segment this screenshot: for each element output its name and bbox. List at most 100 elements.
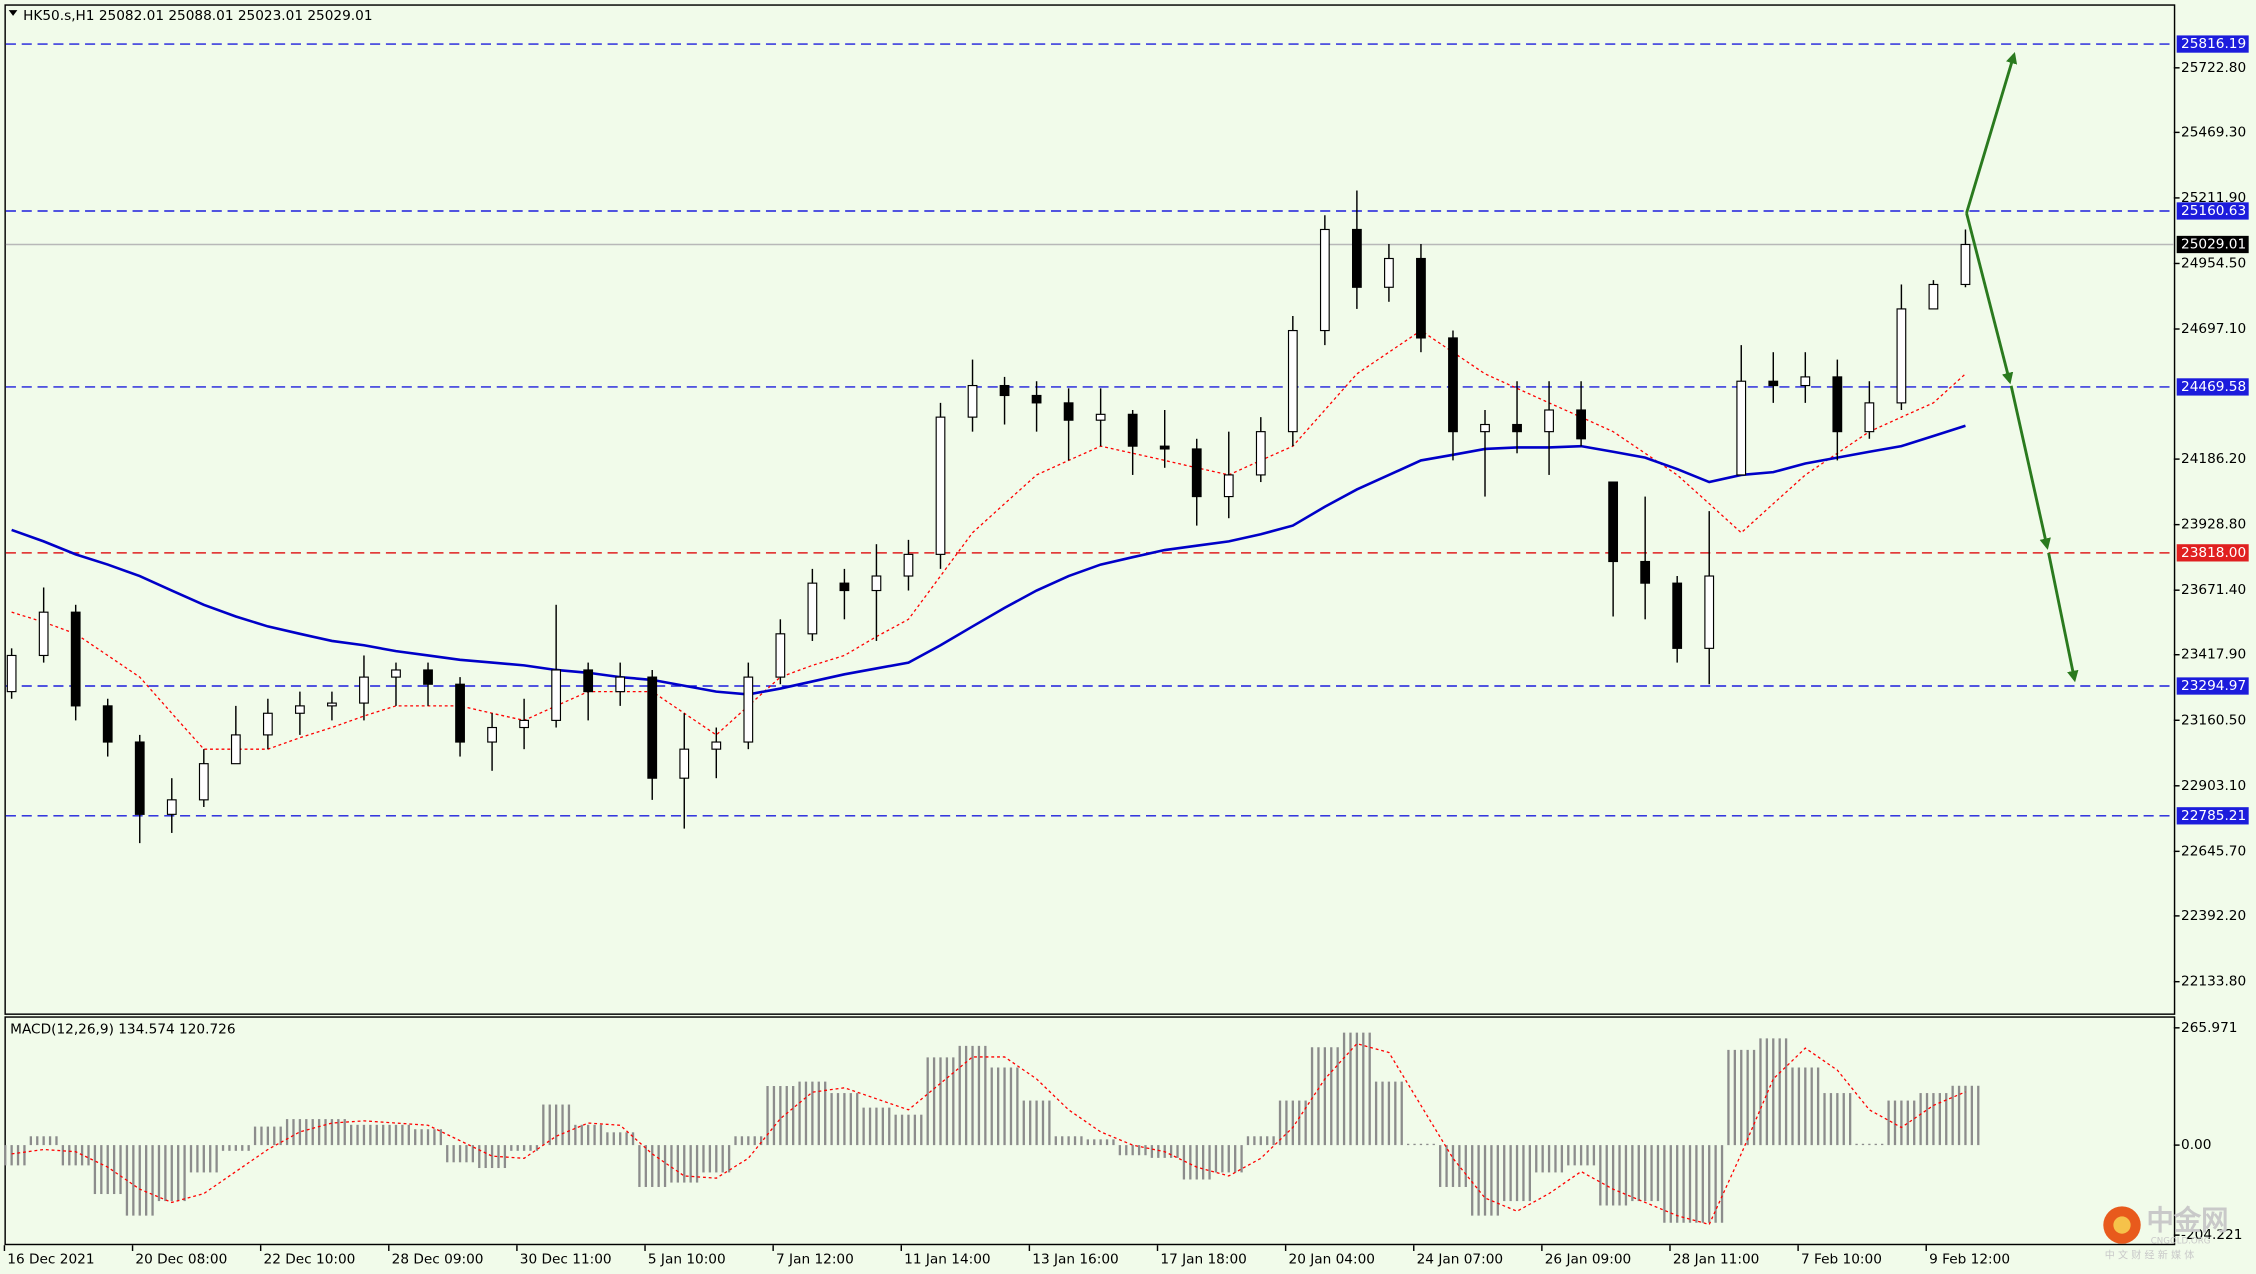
candle-body <box>1351 228 1362 288</box>
candle-body <box>391 669 401 678</box>
last-price-label: 25029.01 <box>2181 236 2246 252</box>
x-tick-label: 20 Dec 08:00 <box>135 1252 227 1268</box>
candle-body <box>1319 228 1330 332</box>
candle-body <box>743 676 754 743</box>
watermark-subtitle: CNGOLD.ORG <box>2151 1236 2211 1246</box>
candle-body <box>1832 376 1843 433</box>
candle-body <box>1736 380 1747 476</box>
candle-body <box>1416 257 1426 339</box>
candle-body <box>1223 474 1234 498</box>
level-label-box <box>2176 544 2249 562</box>
watermark-logo-inner <box>2113 1216 2131 1234</box>
candle-body <box>1608 481 1619 563</box>
y-tick-label: -204.221 <box>2181 1227 2242 1243</box>
candle-body <box>1127 413 1138 447</box>
candle-body <box>262 712 273 736</box>
arrow-down-2 <box>2009 385 2051 550</box>
candle-body <box>679 748 690 779</box>
candle-body <box>1448 337 1458 433</box>
y-tick-label: 24954.50 <box>2181 255 2246 271</box>
candle-body <box>1640 560 1651 584</box>
candle-body <box>198 763 209 801</box>
level-label: 23294.97 <box>2181 678 2246 694</box>
candle-body <box>583 669 594 693</box>
candle-body <box>359 676 369 704</box>
y-tick-label: 23928.80 <box>2181 517 2246 533</box>
y-tick-label: 25722.80 <box>2181 60 2246 76</box>
y-tick-label: 25469.30 <box>2181 124 2246 140</box>
level-label: 22785.21 <box>2181 808 2246 824</box>
x-tick-label: 26 Jan 09:00 <box>1545 1252 1631 1268</box>
candle-body <box>1768 380 1779 387</box>
x-tick-label: 9 Feb 12:00 <box>1929 1252 2010 1268</box>
candle-body <box>967 384 978 418</box>
plot-layer: 25722.80 25469.30 25211.90 24954.50 24697.10… <box>3 35 2249 1268</box>
candle-body <box>1287 329 1298 433</box>
level-label: 23818.00 <box>2181 545 2246 561</box>
candle-body <box>1896 308 1907 404</box>
candle-body <box>903 553 914 577</box>
candle-body <box>839 582 850 592</box>
watermark: 中金网 CNGOLD.ORG 中 文 财 经 新 媒 体 <box>2103 1205 2229 1261</box>
x-tick-label: 28 Jan 11:00 <box>1673 1252 1759 1268</box>
watermark-tagline: 中 文 财 经 新 媒 体 <box>2105 1248 2195 1261</box>
candle-body <box>1159 445 1170 450</box>
candle-body <box>1095 413 1106 421</box>
candle-body <box>1191 448 1202 498</box>
y-tick-label: 0.00 <box>2181 1137 2211 1153</box>
candle-body <box>134 741 145 815</box>
y-tick-label: 23160.50 <box>2181 712 2246 728</box>
forecast-arrows <box>1965 51 2079 683</box>
candle-body <box>327 702 337 707</box>
candle-body <box>999 384 1010 397</box>
candle-body <box>1031 394 1042 404</box>
x-tick-label: 7 Feb 10:00 <box>1801 1252 1882 1268</box>
x-tick-label: 20 Jan 04:00 <box>1289 1252 1375 1268</box>
candle-body <box>1480 423 1490 433</box>
candle-body <box>1960 243 1971 286</box>
y-tick-label: 22392.20 <box>2181 908 2246 924</box>
y-tick-label: 265.971 <box>2181 1020 2237 1036</box>
x-tick-label: 28 Dec 09:00 <box>392 1252 484 1268</box>
y-tick-label: 25211.90 <box>2181 190 2246 206</box>
candle-body <box>230 734 241 765</box>
candle-body <box>70 611 81 707</box>
y-tick-label: 22645.70 <box>2181 843 2246 859</box>
candle-body <box>1512 423 1522 433</box>
candle-body <box>1704 575 1715 649</box>
candle-body <box>38 611 49 657</box>
level-label: 24469.58 <box>2181 379 2246 395</box>
macd-signal-line <box>11 1042 1966 1226</box>
x-tick-label: 7 Jan 12:00 <box>776 1252 854 1268</box>
candle-body <box>1928 283 1939 310</box>
y-tick-label: 24697.10 <box>2181 321 2246 337</box>
watermark-title: 中金网 <box>2146 1205 2228 1237</box>
candle-body <box>519 719 530 729</box>
ma-slow-line <box>11 424 1966 696</box>
menu-triangle <box>8 10 18 16</box>
candle-body <box>295 705 305 714</box>
candle-body <box>102 705 113 743</box>
level-label-box <box>2176 202 2249 220</box>
candle-body <box>423 669 433 685</box>
candle-body <box>935 416 946 555</box>
x-tick-label: 16 Dec 2021 <box>7 1252 94 1268</box>
candle-body <box>1255 431 1266 476</box>
x-tick-label: 5 Jan 10:00 <box>648 1252 726 1268</box>
candle-body <box>871 575 882 592</box>
x-tick-label: 17 Jan 18:00 <box>1160 1252 1246 1268</box>
y-tick-label: 23417.90 <box>2181 647 2246 663</box>
candle-body <box>1576 409 1586 440</box>
x-tick-label: 24 Jan 07:00 <box>1417 1252 1503 1268</box>
candle-body <box>615 676 626 693</box>
last-price-box <box>2176 235 2249 254</box>
candle-body <box>647 676 658 779</box>
y-tick-label: 23671.40 <box>2181 582 2246 598</box>
candle-body <box>455 683 465 743</box>
candle-body <box>487 726 497 743</box>
candle-body <box>1672 582 1683 649</box>
price-panel-frame <box>4 4 2176 1015</box>
macd-panel-frame <box>4 1016 2176 1246</box>
